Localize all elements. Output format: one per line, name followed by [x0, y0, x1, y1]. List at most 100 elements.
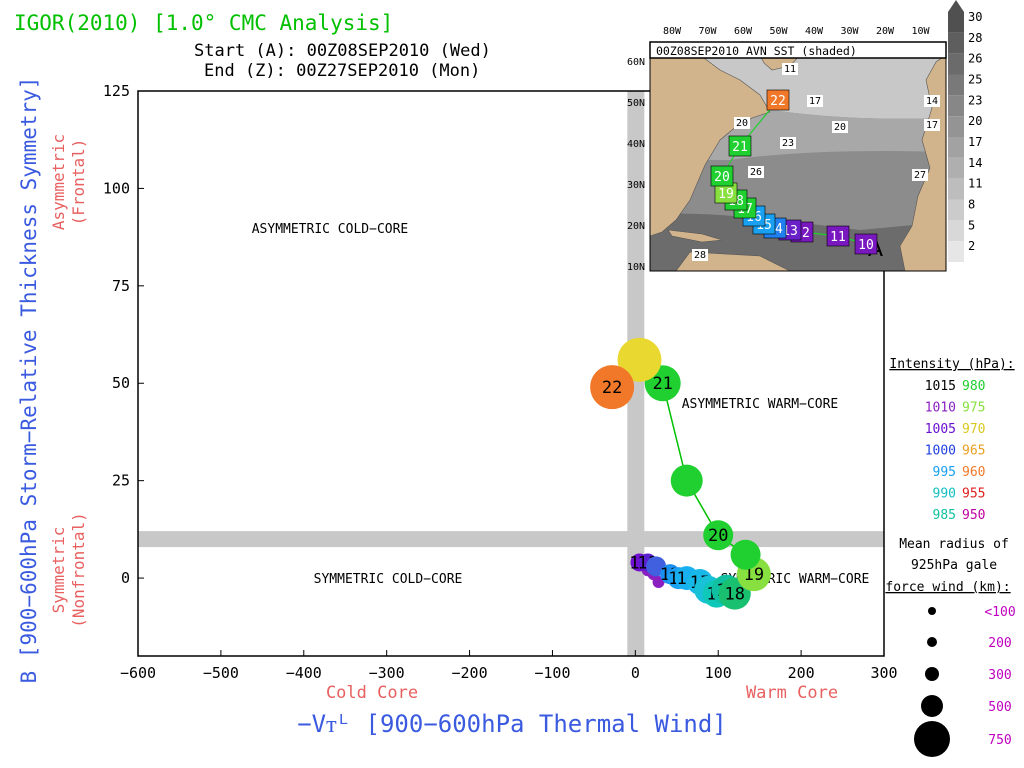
x-tick-label: −500	[203, 664, 239, 682]
inset-contour-label: 28	[694, 250, 706, 261]
colorbar-label: 11	[968, 177, 982, 191]
colorbar-label: 2	[968, 239, 975, 253]
inset-contour-label: 20	[736, 118, 748, 129]
legend-radius-label: 500	[988, 700, 1011, 715]
legend-intensity-left: 1000	[925, 444, 956, 459]
colorbar-segment	[948, 157, 964, 179]
legend-intensity-left: 990	[933, 487, 956, 502]
legend-intensity-right: 965	[962, 444, 985, 459]
track-line	[661, 383, 747, 556]
colorbar-segment	[948, 95, 964, 117]
legend-intensity-right: 980	[962, 379, 985, 394]
legend-radius-dot	[928, 607, 936, 615]
inset-track-label: 22	[770, 94, 786, 109]
inset-latitude-labels: 60N 50N 40N 30N 20N 10N	[627, 57, 645, 273]
colorbar-segment	[948, 12, 964, 33]
inset-contour-label: 14	[926, 96, 938, 107]
y-tick-label: 50	[112, 374, 130, 392]
inset-track-box	[710, 165, 734, 187]
inset-track: A10111213141516171819202122	[710, 89, 883, 262]
track-point-label: 19	[744, 565, 764, 585]
sst-colorbar: 30 28 26 25 23 20 17 14 11 8 5 2	[948, 0, 982, 262]
colorbar-segment	[948, 74, 964, 96]
inset-contour-label-box	[912, 169, 928, 181]
x-axis-ticks: −600 −500 −400 −300 −200 −100 0 100 200 300	[120, 650, 898, 682]
colorbar-label: 8	[968, 198, 975, 212]
inset-contour-label-box	[780, 137, 796, 149]
colorbar-label: 17	[968, 135, 982, 149]
inset-track-box	[854, 233, 878, 255]
colorbar-segment	[948, 199, 964, 221]
track-point-label: 21	[652, 374, 672, 394]
legend-radius-title-1: Mean radius of	[899, 537, 1009, 552]
colorbar-segment	[948, 137, 964, 158]
legend-intensity-right: 975	[962, 401, 985, 416]
inset-contour-label: 26	[750, 167, 762, 178]
inset-lat-label: 20N	[627, 221, 645, 232]
chart-title: IGOR(2010) [1.0° CMC Analysis]	[14, 11, 393, 35]
colorbar-segment	[948, 53, 964, 75]
x-sub-label-cold: Cold Core	[326, 683, 418, 703]
legend-radius-label: 300	[988, 668, 1011, 683]
legend-intensity-right: 950	[962, 508, 985, 523]
inset-lat-label: 10N	[627, 262, 645, 273]
inset-longitude-labels: 80W 70W 60W 50W 40W 30W 20W 10W	[663, 26, 931, 37]
inset-lat-label: 50N	[627, 98, 645, 109]
y-tick-label: 125	[103, 82, 130, 100]
inset-lon-label: 20W	[876, 26, 895, 37]
inset-land-caribbean	[667, 229, 723, 243]
colorbar-segment	[948, 32, 964, 54]
x-tick-label: 100	[705, 664, 732, 682]
x-sub-label-warm: Warm Core	[746, 683, 838, 703]
colorbar-segment	[948, 178, 964, 200]
inset-lon-label: 80W	[663, 26, 682, 37]
x-tick-label: −200	[451, 664, 487, 682]
inset-title-box	[649, 41, 947, 59]
x-axis-label: −Vᴛᴸ [900−600hPa Thermal Wind]	[297, 710, 727, 738]
inset-contour-label: 17	[809, 96, 821, 107]
y-sub-label-asymmetric: Asymmetric	[49, 134, 68, 230]
legend-intensity-left: 985	[933, 508, 956, 523]
colorbar-label: 30	[968, 10, 982, 24]
legend-radius-dot	[927, 637, 937, 647]
legend-radius-title-3: force wind (km):	[885, 580, 1010, 595]
colorbar-label: 26	[968, 52, 982, 66]
legend-radius-title-2: 925hPa gale	[911, 558, 997, 573]
x-tick-label: 300	[870, 664, 897, 682]
y-tick-label: 75	[112, 277, 130, 295]
start-time: Start (A): 00Z08SEP2010 (Wed)	[194, 41, 491, 61]
legend-intensity-rows: 1015 980 1010 975 1005 970 1000 965 995 960 990 955…	[925, 379, 986, 523]
inset-lon-label: 40W	[805, 26, 824, 37]
inset-contour-label: 11	[784, 64, 796, 75]
x-tick-label: −600	[120, 664, 156, 682]
inset-contour-label: 17	[926, 120, 938, 131]
inset-contour-label-box	[692, 249, 708, 261]
colorbar-top-arrow	[948, 0, 964, 12]
inset-track-box	[766, 89, 790, 111]
inset-track-label: 21	[732, 140, 748, 155]
quadrant-label-top-left: ASYMMETRIC COLD−CORE	[252, 222, 409, 237]
colorbar-segment	[948, 241, 964, 262]
colorbar-label: 23	[968, 93, 982, 107]
colorbar-segment	[948, 116, 964, 137]
inset-contour-label: 27	[914, 170, 926, 181]
inset-track-label: 20	[714, 170, 730, 185]
inset-contour-label-box	[924, 95, 940, 107]
legend-radius-label: <100	[984, 605, 1015, 620]
legend-intensity-right: 955	[962, 487, 985, 502]
legend-radius-label: 200	[988, 636, 1011, 651]
legend-intensity-left: 1010	[925, 401, 956, 416]
inset-lon-label: 10W	[911, 26, 930, 37]
legend-intensity-left: 1005	[925, 422, 956, 437]
y-tick-label: 0	[121, 569, 130, 587]
inset-lon-label: 30W	[840, 26, 859, 37]
legend-radius-rows: <100 200 300 500 750	[914, 605, 1016, 757]
track-point	[730, 539, 761, 570]
legend-radius-label: 750	[988, 733, 1011, 748]
legend-intensity-right: 970	[962, 422, 985, 437]
track-point	[703, 520, 734, 551]
track-point-label: 18	[725, 585, 745, 605]
track-point	[670, 464, 703, 497]
